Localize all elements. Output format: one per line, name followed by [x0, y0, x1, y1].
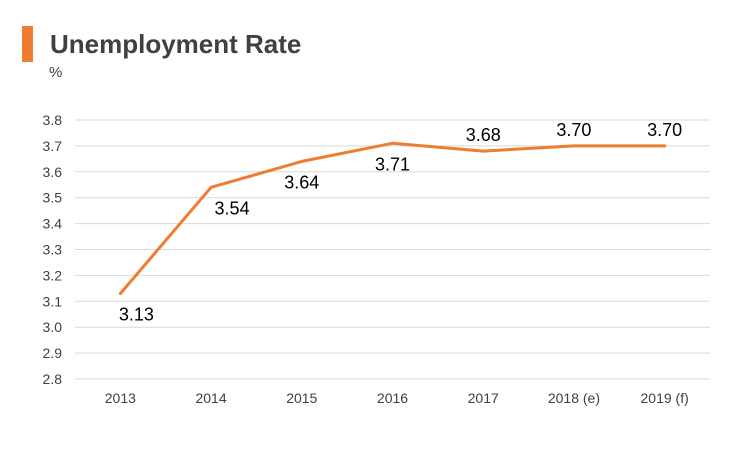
y-tick-label: 3.5 — [43, 190, 63, 206]
y-tick-label: 3.2 — [43, 267, 63, 283]
x-tick-label: 2019 (f) — [641, 390, 689, 406]
data-label: 3.68 — [466, 125, 501, 145]
data-labels: 3.13 3.54 3.64 3.71 3.68 3.70 3.70 — [119, 120, 682, 325]
y-axis-unit-label: % — [49, 64, 63, 81]
data-label: 3.70 — [647, 120, 682, 140]
data-label: 3.71 — [375, 154, 410, 174]
y-tick-label: 3.8 — [43, 112, 63, 128]
data-point — [572, 144, 576, 148]
x-tick-label: 2015 — [286, 390, 317, 406]
data-point — [481, 149, 485, 153]
data-label: 3.64 — [284, 172, 319, 192]
series-group — [118, 141, 667, 296]
data-label: 3.70 — [556, 120, 591, 140]
y-tick-label: 2.9 — [43, 345, 63, 361]
y-axis-ticks: 2.8 2.9 3.0 3.1 3.2 3.3 3.4 3.5 3.6 3.7 3.8 — [43, 112, 63, 387]
y-tick-label: 3.4 — [43, 216, 63, 232]
x-axis-ticks: 2013 2014 2015 2016 2017 2018 (e) 2019 (f) — [105, 390, 689, 406]
data-point — [209, 185, 213, 189]
x-tick-label: 2013 — [105, 390, 136, 406]
x-tick-label: 2017 — [468, 390, 499, 406]
data-label: 3.13 — [119, 305, 154, 325]
data-point — [118, 292, 122, 296]
x-tick-label: 2016 — [377, 390, 408, 406]
data-point — [300, 159, 304, 163]
x-tick-label: 2018 (e) — [548, 390, 600, 406]
y-tick-label: 3.3 — [43, 242, 63, 258]
data-point — [391, 141, 394, 145]
title-accent-bar — [22, 26, 33, 62]
data-label: 3.54 — [215, 198, 250, 218]
y-tick-label: 3.1 — [43, 293, 63, 309]
y-tick-label: 3.0 — [43, 319, 63, 335]
data-point — [663, 144, 667, 148]
y-tick-label: 2.8 — [43, 371, 63, 387]
y-tick-label: 3.7 — [43, 138, 63, 154]
x-tick-label: 2014 — [195, 390, 226, 406]
y-tick-label: 3.6 — [43, 164, 63, 180]
chart-title: Unemployment Rate — [50, 29, 302, 59]
